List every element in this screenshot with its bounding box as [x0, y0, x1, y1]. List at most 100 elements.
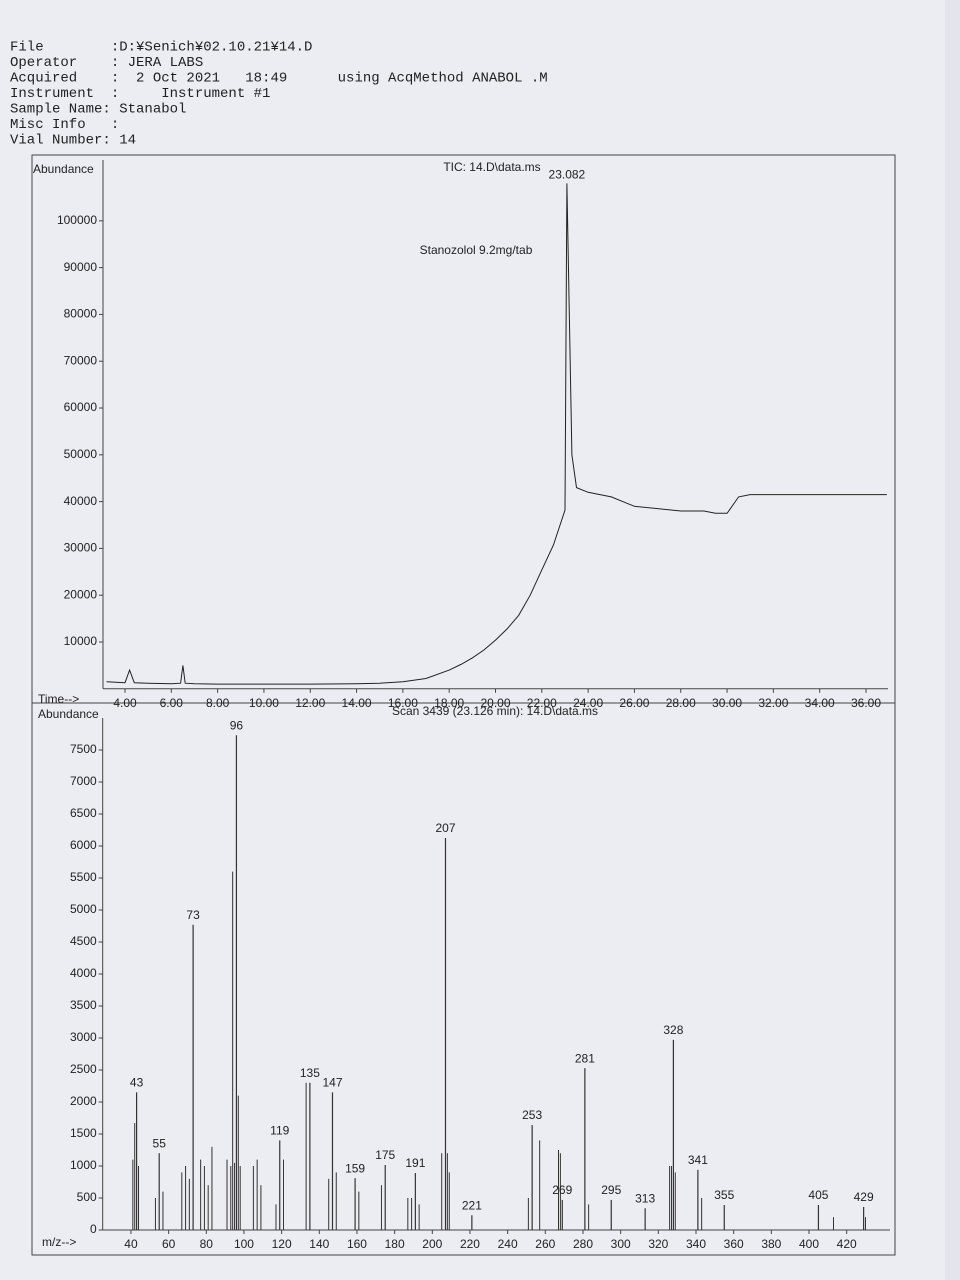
x-tick-label: 6.00 — [160, 696, 184, 710]
y-tick-label: 7000 — [70, 774, 97, 788]
x-tick-label: 14.00 — [342, 696, 372, 710]
y-tick-label: 4500 — [70, 934, 97, 948]
y-tick-label: 10000 — [64, 634, 98, 648]
x-tick-label: 60 — [162, 1237, 176, 1251]
chart-title: Scan 3439 (23.126 min): 14.D\data.ms — [392, 704, 598, 718]
y-tick-label: 40000 — [64, 494, 98, 508]
x-tick-label: 180 — [385, 1237, 405, 1251]
y-tick-label: 6000 — [70, 838, 97, 852]
x-axis-label: m/z--> — [42, 1235, 76, 1249]
x-tick-label: 4.00 — [113, 696, 137, 710]
y-tick-label: 500 — [77, 1190, 97, 1204]
y-tick-label: 6500 — [70, 806, 97, 820]
x-tick-label: 360 — [724, 1237, 744, 1251]
x-tick-label: 32.00 — [758, 696, 788, 710]
x-tick-label: 20.00 — [480, 696, 510, 710]
x-tick-label: 26.00 — [619, 696, 649, 710]
peak-label: 313 — [635, 1191, 655, 1205]
x-tick-label: 220 — [460, 1237, 480, 1251]
x-tick-label: 280 — [573, 1237, 593, 1251]
y-tick-label: 0 — [90, 1222, 97, 1236]
peak-label: 207 — [435, 821, 455, 835]
x-tick-label: 200 — [422, 1237, 442, 1251]
header-line: Instrument : Instrument #1 — [10, 86, 270, 102]
y-tick-label: 2000 — [70, 1094, 97, 1108]
peak-label: 43 — [130, 1076, 144, 1090]
y-tick-label: 3500 — [70, 998, 97, 1012]
y-tick-label: 2500 — [70, 1062, 97, 1076]
tic-line — [106, 183, 887, 685]
y-tick-label: 100000 — [57, 213, 97, 227]
peak-label: 135 — [300, 1066, 320, 1080]
x-tick-label: 8.00 — [206, 696, 230, 710]
x-tick-label: 40 — [124, 1237, 138, 1251]
x-tick-label: 120 — [272, 1237, 292, 1251]
y-tick-label: 90000 — [64, 260, 98, 274]
y-tick-label: 7500 — [70, 742, 97, 756]
y-tick-label: 4000 — [70, 966, 97, 980]
y-tick-label: 1000 — [70, 1158, 97, 1172]
x-tick-label: 16.00 — [388, 696, 418, 710]
x-tick-label: 320 — [648, 1237, 668, 1251]
peak-label: 191 — [405, 1156, 425, 1170]
y-axis-label: Abundance — [33, 162, 94, 176]
peak-label: 159 — [345, 1161, 365, 1175]
y-tick-label: 5000 — [70, 902, 97, 916]
x-tick-label: 400 — [799, 1237, 819, 1251]
y-tick-label: 80000 — [64, 307, 98, 321]
chart-frame — [31, 702, 896, 1256]
y-tick-label: 30000 — [64, 541, 98, 555]
x-tick-label: 260 — [535, 1237, 555, 1251]
x-tick-label: 380 — [761, 1237, 781, 1251]
y-tick-label: 20000 — [64, 587, 98, 601]
header-line: Operator : JERA LABS — [10, 55, 203, 71]
peak-label: 341 — [688, 1153, 708, 1167]
y-tick-label: 60000 — [64, 400, 98, 414]
chart-title: TIC: 14.D\data.ms — [443, 160, 540, 174]
x-tick-label: 420 — [837, 1237, 857, 1251]
peak-label: 355 — [714, 1188, 734, 1202]
y-tick-label: 50000 — [64, 447, 98, 461]
header-line: Sample Name: Stanabol — [10, 102, 186, 118]
annotation: Stanozolol 9.2mg/tab — [420, 243, 533, 257]
y-tick-label: 5500 — [70, 870, 97, 884]
peak-label: 269 — [552, 1183, 572, 1197]
peak-label: 281 — [575, 1051, 595, 1065]
peak-label: 175 — [375, 1148, 395, 1162]
peak-label: 405 — [808, 1188, 828, 1202]
x-tick-label: 300 — [611, 1237, 631, 1251]
peak-label: 96 — [230, 718, 244, 732]
x-tick-label: 28.00 — [666, 696, 696, 710]
header-line: Misc Info : — [10, 117, 119, 133]
y-tick-label: 1500 — [70, 1126, 97, 1140]
x-tick-label: 160 — [347, 1237, 367, 1251]
x-tick-label: 36.00 — [851, 696, 881, 710]
x-tick-label: 340 — [686, 1237, 706, 1251]
x-tick-label: 12.00 — [295, 696, 325, 710]
peak-label: 221 — [462, 1198, 482, 1212]
x-tick-label: 100 — [234, 1237, 254, 1251]
header-line: File :D:¥Senich¥02.10.21¥14.D — [10, 40, 312, 56]
peak-label: 73 — [186, 908, 200, 922]
x-axis-label: Time--> — [38, 692, 79, 706]
x-tick-label: 18.00 — [434, 696, 464, 710]
peak-label: 23.082 — [549, 168, 586, 182]
x-tick-label: 34.00 — [805, 696, 835, 710]
x-tick-label: 140 — [309, 1237, 329, 1251]
peak-label: 295 — [601, 1183, 621, 1197]
x-tick-label: 240 — [498, 1237, 518, 1251]
peak-label: 429 — [854, 1190, 874, 1204]
x-tick-label: 10.00 — [249, 696, 279, 710]
header-line: Vial Number: 14 — [10, 133, 136, 149]
y-axis-label: Abundance — [38, 707, 99, 721]
peak-label: 253 — [522, 1108, 542, 1122]
x-tick-label: 24.00 — [573, 696, 603, 710]
peak-label: 55 — [153, 1136, 167, 1150]
peak-label: 119 — [270, 1124, 289, 1138]
y-tick-label: 3000 — [70, 1030, 97, 1044]
x-tick-label: 80 — [200, 1237, 214, 1251]
x-tick-label: 22.00 — [527, 696, 557, 710]
peak-label: 328 — [663, 1023, 683, 1037]
